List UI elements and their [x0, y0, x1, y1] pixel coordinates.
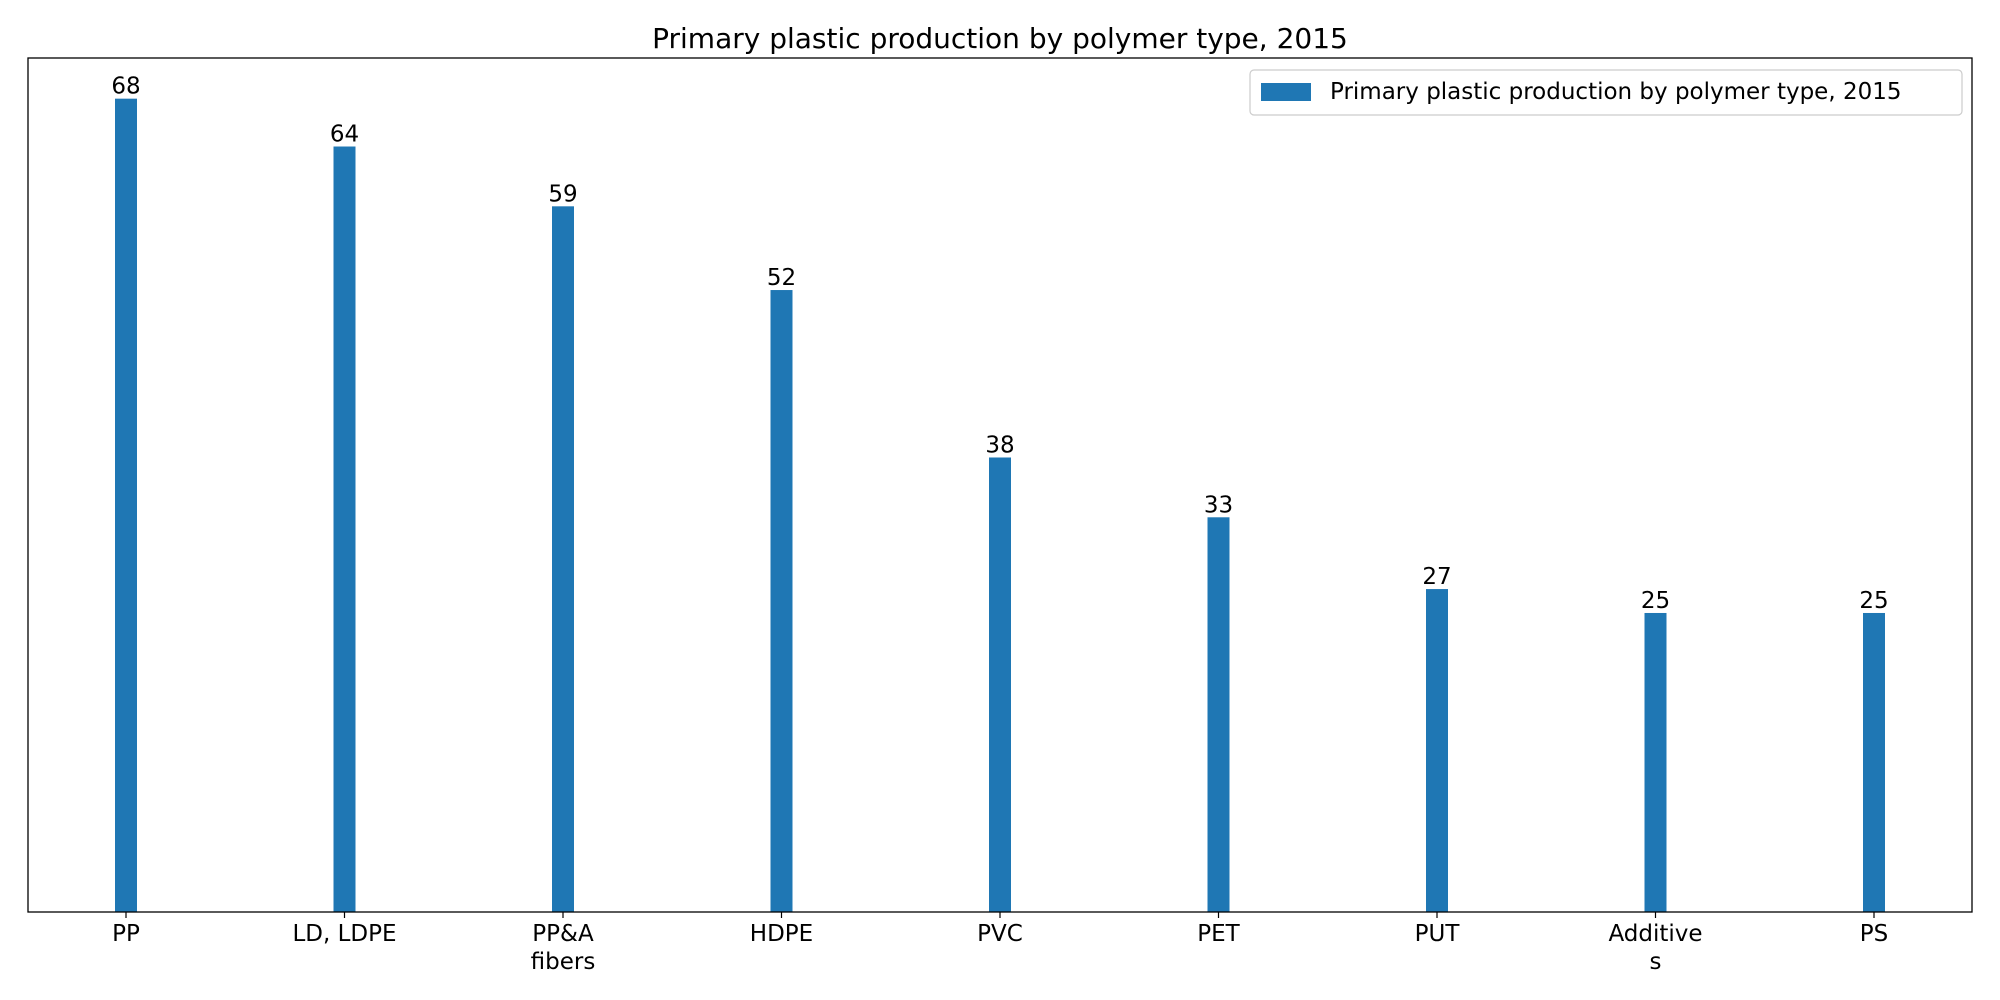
bar: [770, 290, 793, 913]
x-tick-label: Additive s: [1608, 921, 1702, 975]
bar-value-label: 52: [767, 265, 796, 291]
bar-value-label: 68: [111, 74, 140, 100]
x-tick-label: PS: [1860, 921, 1888, 947]
bars-layer: [115, 98, 1885, 913]
bar-value-label: 64: [330, 122, 359, 148]
bar: [115, 98, 137, 912]
x-tick-label: PVC: [977, 921, 1023, 947]
bar-value-label: 25: [1641, 588, 1670, 614]
bar: [552, 206, 574, 912]
bar-value-label: 38: [985, 432, 1014, 458]
x-axis: PP LD, LDPE PP&A fibers HDPE PVC PET PUT Additiv…: [112, 912, 1888, 975]
bar: [1863, 612, 1885, 912]
bar-value-label: 27: [1422, 564, 1451, 590]
legend-label: Primary plastic production by polymer ty…: [1330, 79, 1902, 105]
legend-swatch: [1261, 83, 1311, 101]
bar: [1207, 517, 1230, 912]
chart-title: Primary plastic production by polymer ty…: [652, 22, 1348, 55]
bar-value-label: 59: [548, 181, 577, 207]
legend: Primary plastic production by polymer ty…: [1249, 69, 1963, 116]
bar: [333, 146, 356, 912]
legend-box: [1249, 69, 1963, 116]
x-tick-label: PP: [112, 921, 140, 947]
plot-area-frame: [27, 57, 1973, 913]
x-tick-label: LD, LDPE: [292, 921, 396, 947]
bar: [1426, 589, 1448, 912]
value-labels-layer: 68 64 59 52 38 33 27 25 25: [111, 74, 1888, 614]
x-tick-label: PET: [1197, 921, 1240, 947]
x-tick-label: PP&A fibers: [531, 921, 596, 975]
x-tick-label: PUT: [1415, 921, 1461, 947]
bar: [1644, 612, 1667, 912]
bar: [989, 457, 1011, 912]
x-tick-label: HDPE: [750, 921, 813, 947]
bar-value-label: 33: [1204, 492, 1233, 518]
bar-value-label: 25: [1859, 588, 1888, 614]
